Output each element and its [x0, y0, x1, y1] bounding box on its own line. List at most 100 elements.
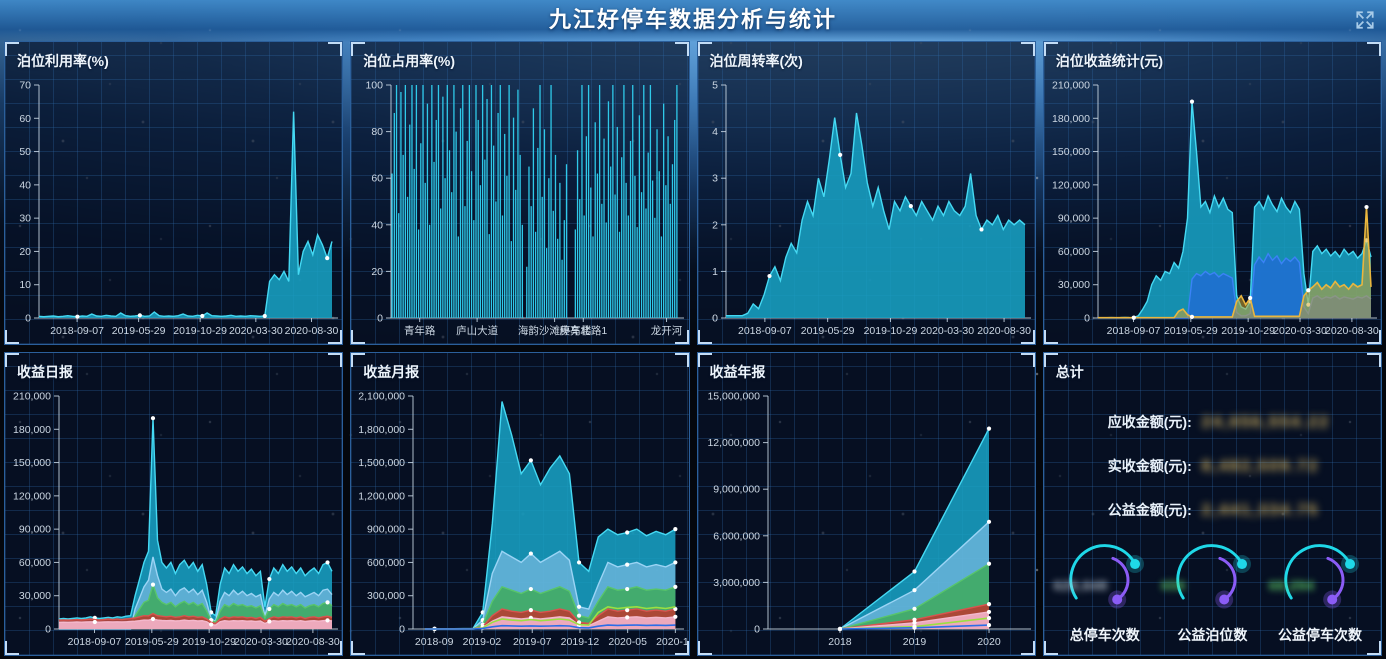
gauge-label: 公益停车次数 — [1278, 627, 1362, 643]
svg-text:0: 0 — [45, 624, 51, 636]
svg-text:180,000: 180,000 — [1052, 113, 1090, 125]
gauge-label: 总停车次数 — [1069, 627, 1140, 643]
svg-text:2020: 2020 — [977, 636, 1001, 648]
gauge-value: 68,294 — [1269, 578, 1315, 593]
svg-text:2020-03-30: 2020-03-30 — [920, 325, 974, 337]
svg-text:900,000: 900,000 — [367, 524, 405, 536]
svg-text:70: 70 — [19, 80, 31, 92]
gauge-label: 公益泊位数 — [1177, 627, 1248, 643]
svg-text:2018-09-07: 2018-09-07 — [68, 636, 122, 648]
total-row-charity: 公益金额(元): 2,441,334.75 — [1054, 500, 1363, 520]
svg-text:600,000: 600,000 — [367, 557, 405, 569]
fullscreen-icon[interactable] — [1354, 9, 1376, 31]
panel-title: 收益日报 — [17, 364, 73, 380]
occupancy-chart[interactable]: 0 20 40 60 80 100 青年路 庐山大道 海韵沙滩停车楼 庾亮北路1 龙开河 — [351, 73, 688, 344]
svg-text:0: 0 — [1084, 313, 1090, 325]
svg-text:2018-09: 2018-09 — [415, 636, 454, 648]
svg-text:庾亮北路1: 庾亮北路1 — [560, 324, 608, 337]
svg-text:2,100,000: 2,100,000 — [359, 391, 406, 403]
svg-text:2020-05: 2020-05 — [609, 636, 648, 648]
svg-text:180,000: 180,000 — [13, 424, 51, 436]
turnover-chart[interactable]: 0 1 2 3 4 5 2018-09-07 2019-05-29 2019-10-29 2020… — [698, 73, 1035, 344]
svg-text:2018-09-07: 2018-09-07 — [50, 325, 104, 337]
svg-text:2020-03-30: 2020-03-30 — [229, 325, 283, 337]
svg-text:6,000,000: 6,000,000 — [713, 530, 760, 542]
svg-text:2019-05-29: 2019-05-29 — [800, 325, 854, 337]
svg-text:0: 0 — [399, 624, 405, 636]
dashboard-header: 九江好停车数据分析与统计 — [0, 0, 1386, 42]
svg-text:2018: 2018 — [828, 636, 852, 648]
panel-title: 泊位周转率(次) — [709, 53, 803, 69]
gauge-total-parkings: 629,648 总停车次数 — [1054, 536, 1156, 645]
svg-text:4: 4 — [712, 126, 718, 138]
svg-text:60: 60 — [19, 113, 31, 125]
panel-title: 总计 — [1055, 364, 1084, 380]
svg-text:5: 5 — [712, 80, 718, 92]
svg-text:20: 20 — [372, 266, 384, 278]
svg-text:2: 2 — [712, 219, 718, 231]
svg-text:20: 20 — [19, 246, 31, 258]
revenue-stats-chart[interactable]: 0 30,000 60,000 90,000 120,000 150,000 180,000… — [1044, 73, 1381, 344]
svg-text:120,000: 120,000 — [1052, 179, 1090, 191]
received-label: 实收金额(元): — [1107, 458, 1192, 474]
svg-text:40: 40 — [372, 219, 384, 231]
svg-text:2019-05-29: 2019-05-29 — [1164, 325, 1218, 337]
svg-text:3: 3 — [712, 173, 718, 185]
svg-text:0: 0 — [25, 313, 31, 325]
panel-title: 泊位占用率(%) — [363, 53, 456, 69]
svg-text:0: 0 — [712, 313, 718, 325]
monthly-revenue-chart[interactable]: 0 300,000 600,000 900,000 1,200,000 1,500,000… — [351, 384, 689, 655]
svg-text:30: 30 — [19, 213, 31, 225]
svg-text:0: 0 — [377, 313, 383, 325]
svg-text:1,200,000: 1,200,000 — [359, 490, 406, 502]
svg-text:150,000: 150,000 — [1052, 146, 1090, 158]
svg-text:3,000,000: 3,000,000 — [713, 577, 760, 589]
charity-label: 公益金额(元): — [1107, 502, 1192, 518]
svg-text:10: 10 — [19, 279, 31, 291]
panel-title: 收益年报 — [709, 364, 766, 380]
panel-occupancy: 泊位占用率(%) 0 20 40 60 80 100 青年路 庐山大道 海韵沙滩停车楼 庾亮北路1… — [350, 41, 690, 345]
total-row-receivable: 应收金额(元): 24,656,554.22 — [1054, 412, 1363, 432]
svg-text:2020-03-30: 2020-03-30 — [234, 636, 288, 648]
panel-title: 泊位收益统计(元) — [1055, 53, 1164, 69]
svg-text:80: 80 — [372, 126, 384, 138]
svg-text:100: 100 — [366, 80, 384, 92]
panel-turnover: 泊位周转率(次) 0 1 2 3 4 5 2018-09-07 2019-05-29 2019-… — [696, 41, 1036, 345]
svg-text:1,800,000: 1,800,000 — [359, 424, 406, 436]
svg-text:2018-09-07: 2018-09-07 — [738, 325, 792, 337]
svg-text:2019-10-29: 2019-10-29 — [182, 636, 236, 648]
svg-text:2019-05-29: 2019-05-29 — [112, 325, 166, 337]
svg-text:210,000: 210,000 — [13, 391, 51, 403]
svg-text:40: 40 — [19, 179, 31, 191]
svg-text:210,000: 210,000 — [1052, 80, 1090, 92]
svg-text:2020-03-30: 2020-03-30 — [1273, 325, 1327, 337]
svg-text:50: 50 — [19, 146, 31, 158]
utilization-chart[interactable]: 0 10 20 30 40 50 60 70 2018-09-07 2019-05-29 2019-… — [5, 73, 342, 344]
panel-totals: 总计 应收金额(元): 24,656,554.22 实收金额(元): 8,482… — [1042, 352, 1382, 656]
svg-text:12,000,000: 12,000,000 — [707, 437, 760, 449]
svg-text:150,000: 150,000 — [13, 457, 51, 469]
svg-text:0: 0 — [754, 624, 760, 636]
svg-text:2019-10-29: 2019-10-29 — [1221, 325, 1275, 337]
svg-text:2018-09-07: 2018-09-07 — [1106, 325, 1160, 337]
svg-text:90,000: 90,000 — [1058, 213, 1090, 225]
panel-revenue-stats: 泊位收益统计(元) 0 30,000 60,000 90,000 120,000 150,… — [1042, 41, 1382, 345]
gauges-row: 629,648 总停车次数 656 公益泊位数 68,294 公益停车次数 — [1044, 532, 1381, 655]
svg-text:300,000: 300,000 — [367, 590, 405, 602]
svg-text:1,500,000: 1,500,000 — [359, 457, 406, 469]
svg-text:9,000,000: 9,000,000 — [713, 484, 760, 496]
panel-yearly-revenue: 收益年报 0 3,000,000 6,000,000 9,000,000 12,000,… — [696, 352, 1036, 656]
gauge-charity-parkings: 68,294 公益停车次数 — [1269, 536, 1371, 645]
page-title: 九江好停车数据分析与统计 — [548, 7, 837, 32]
svg-text:2019-10-29: 2019-10-29 — [173, 325, 227, 337]
svg-text:2019-05-29: 2019-05-29 — [125, 636, 179, 648]
totals-rows: 应收金额(元): 24,656,554.22 实收金额(元): 8,482,50… — [1044, 384, 1381, 520]
svg-text:60,000: 60,000 — [1058, 246, 1090, 258]
panel-title: 收益月报 — [363, 364, 420, 380]
yearly-revenue-chart[interactable]: 0 3,000,000 6,000,000 9,000,000 12,000,000 15… — [698, 384, 1035, 655]
svg-text:2019-02: 2019-02 — [463, 636, 502, 648]
svg-text:庐山大道: 庐山大道 — [456, 324, 498, 337]
daily-revenue-chart[interactable]: 0 30,000 60,000 90,000 120,000 150,000 180,000… — [5, 384, 342, 655]
charity-value: 2,441,334.75 — [1201, 502, 1320, 519]
gauge-charity-berths: 656 公益泊位数 — [1161, 536, 1263, 645]
